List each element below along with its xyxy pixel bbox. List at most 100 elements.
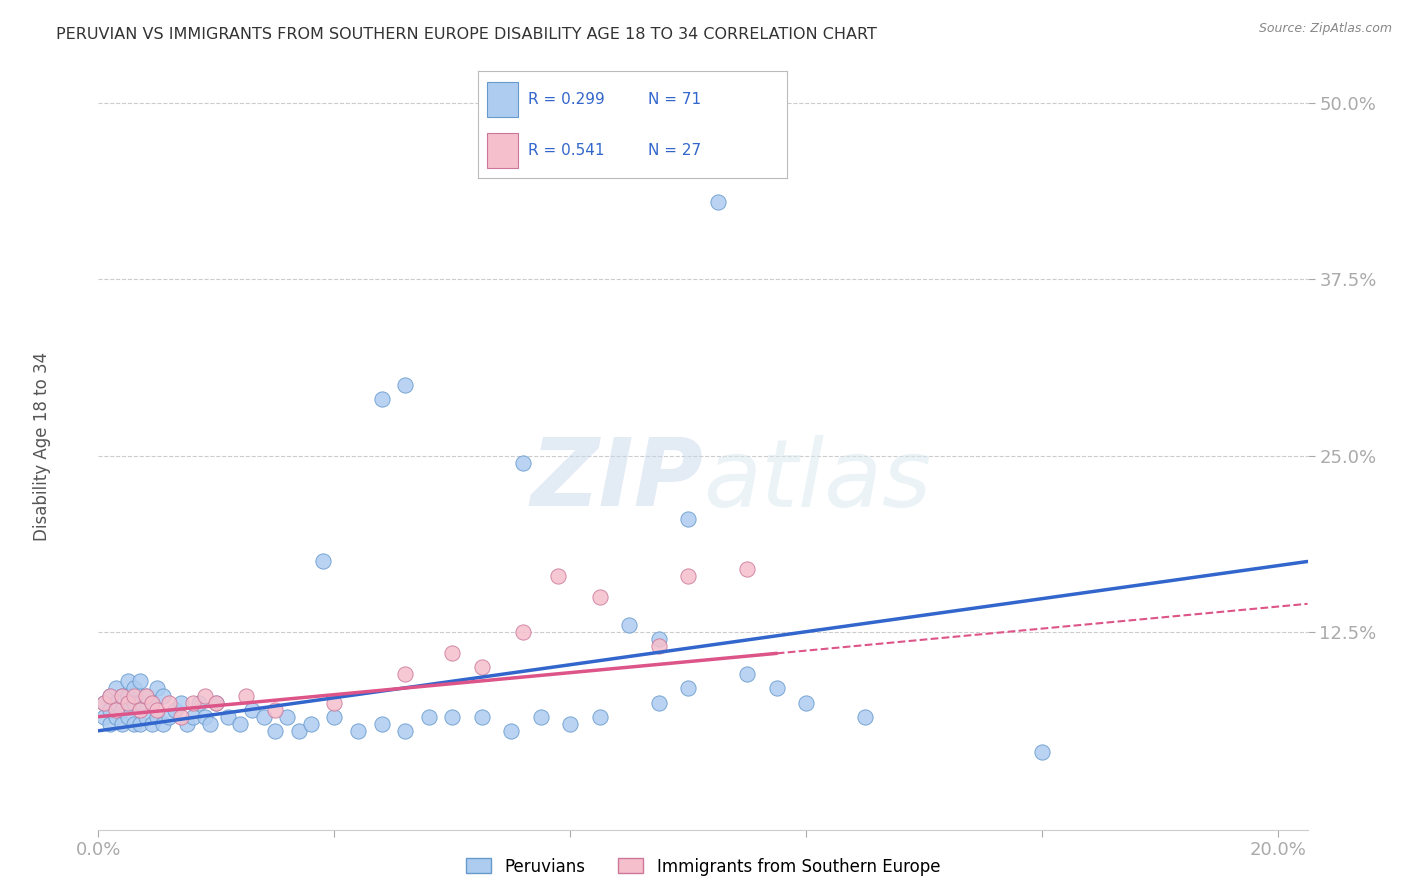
Point	[311, 554, 333, 568]
Point	[157, 696, 180, 710]
Point	[105, 703, 128, 717]
Point	[128, 696, 150, 710]
Point	[323, 696, 346, 710]
Point	[170, 709, 193, 723]
Point	[141, 696, 163, 710]
Point	[394, 723, 416, 738]
Point	[135, 689, 157, 703]
Point	[105, 696, 128, 710]
Point	[648, 639, 671, 653]
Point	[264, 703, 287, 717]
Text: R = 0.299: R = 0.299	[527, 92, 605, 107]
Text: R = 0.541: R = 0.541	[527, 143, 605, 158]
Point	[146, 709, 169, 723]
Point	[648, 632, 671, 646]
Point	[135, 689, 157, 703]
FancyBboxPatch shape	[488, 82, 519, 117]
Point	[141, 696, 163, 710]
Text: ZIP: ZIP	[530, 434, 703, 526]
Point	[105, 681, 128, 696]
Point	[530, 709, 553, 723]
Point	[370, 716, 392, 731]
Point	[205, 696, 228, 710]
FancyBboxPatch shape	[488, 133, 519, 168]
Point	[194, 689, 217, 703]
Point	[122, 696, 145, 710]
Point	[176, 716, 198, 731]
Point	[194, 709, 217, 723]
Point	[111, 689, 134, 703]
Point	[217, 709, 239, 723]
Point	[146, 703, 169, 717]
Text: Disability Age 18 to 34: Disability Age 18 to 34	[34, 351, 51, 541]
Point	[181, 696, 204, 710]
Point	[299, 716, 322, 731]
Point	[471, 660, 494, 674]
Point	[93, 696, 115, 710]
Point	[165, 703, 187, 717]
Point	[1031, 745, 1053, 759]
Point	[347, 723, 370, 738]
Point	[706, 194, 728, 209]
Point	[501, 723, 523, 738]
Point	[98, 716, 121, 731]
Point	[187, 696, 209, 710]
Point	[205, 696, 228, 710]
Point	[93, 709, 115, 723]
Point	[678, 568, 700, 582]
Point	[560, 716, 582, 731]
Point	[229, 716, 252, 731]
Text: PERUVIAN VS IMMIGRANTS FROM SOUTHERN EUROPE DISABILITY AGE 18 TO 34 CORRELATION : PERUVIAN VS IMMIGRANTS FROM SOUTHERN EUR…	[56, 27, 877, 42]
Point	[264, 723, 287, 738]
Point	[152, 689, 174, 703]
Point	[794, 696, 817, 710]
Point	[122, 716, 145, 731]
Point	[181, 709, 204, 723]
Text: N = 27: N = 27	[648, 143, 702, 158]
Point	[512, 456, 534, 470]
Point	[111, 689, 134, 703]
Point	[98, 689, 121, 703]
Point	[619, 618, 641, 632]
Point	[512, 625, 534, 640]
Text: Source: ZipAtlas.com: Source: ZipAtlas.com	[1258, 22, 1392, 36]
Point	[276, 709, 298, 723]
Text: N = 71: N = 71	[648, 92, 702, 107]
Point	[589, 709, 612, 723]
Point	[157, 709, 180, 723]
Text: atlas: atlas	[703, 434, 931, 526]
Point	[141, 716, 163, 731]
Point	[648, 696, 671, 710]
Point	[128, 674, 150, 689]
Point	[105, 709, 128, 723]
Point	[678, 512, 700, 526]
Point	[394, 378, 416, 392]
Point	[200, 716, 222, 731]
Point	[146, 681, 169, 696]
Point	[678, 681, 700, 696]
Point	[547, 568, 569, 582]
Point	[128, 716, 150, 731]
Point	[240, 703, 263, 717]
Point	[111, 703, 134, 717]
Point	[765, 681, 787, 696]
Point	[152, 716, 174, 731]
Point	[471, 709, 494, 723]
Point	[735, 561, 758, 575]
Point	[128, 703, 150, 717]
Point	[122, 689, 145, 703]
Point	[111, 716, 134, 731]
Legend: Peruvians, Immigrants from Southern Europe: Peruvians, Immigrants from Southern Euro…	[465, 857, 941, 876]
Point	[98, 703, 121, 717]
Point	[117, 696, 139, 710]
Point	[117, 709, 139, 723]
Point	[93, 696, 115, 710]
Point	[252, 709, 274, 723]
Point	[589, 590, 612, 604]
Point	[418, 709, 440, 723]
Point	[394, 667, 416, 681]
Point	[441, 646, 464, 660]
Point	[98, 689, 121, 703]
Point	[323, 709, 346, 723]
Point	[370, 392, 392, 407]
